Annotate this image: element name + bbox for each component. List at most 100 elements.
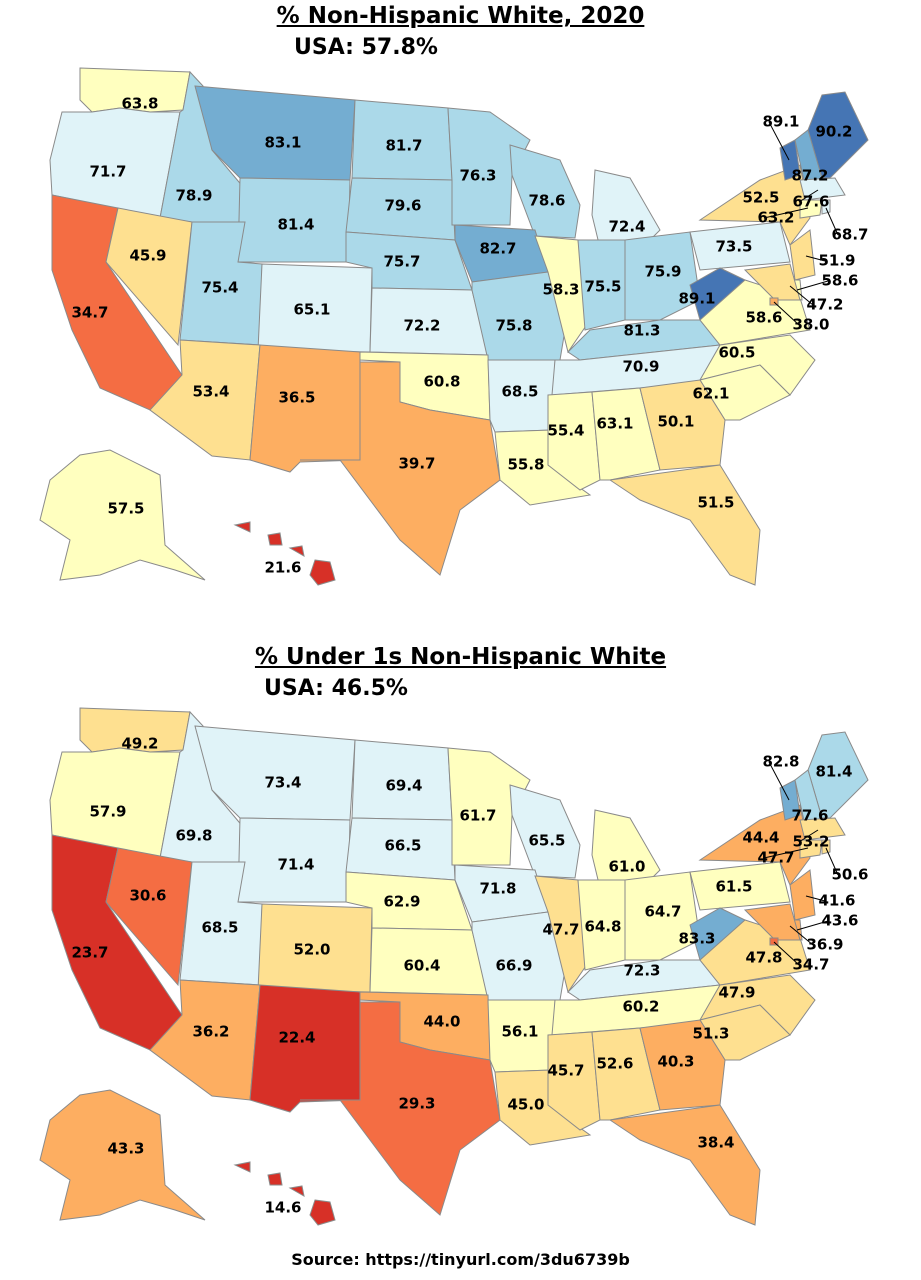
state-value-tx: 29.3 <box>398 1095 435 1113</box>
callout-line-ma <box>798 189 819 203</box>
callout-line-ri <box>825 847 839 876</box>
state-value-me: 81.4 <box>815 763 852 781</box>
state-ak <box>39 1089 206 1221</box>
state-value-ne: 62.9 <box>383 893 420 911</box>
state-value-sc: 62.1 <box>692 385 729 403</box>
callout-line-vt <box>768 121 790 161</box>
source-note: Source: https://tinyurl.com/3du6739b <box>291 1250 630 1269</box>
state-value-mn: 61.7 <box>459 807 496 825</box>
state-value-ri: 50.6 <box>831 866 868 884</box>
callout-line-vt <box>768 761 790 801</box>
state-value-wi: 65.5 <box>528 832 565 850</box>
state-value-ca: 23.7 <box>71 944 108 962</box>
state-value-tn: 60.2 <box>622 998 659 1016</box>
map-title: % Under 1s Non-Hispanic White <box>254 644 667 670</box>
state-value-wa: 49.2 <box>121 735 158 753</box>
state-value-il: 58.3 <box>542 281 579 299</box>
state-value-la: 55.8 <box>507 456 544 474</box>
choropleth-map: 63.8 71.7 78.9 83.1 81.4 81.7 79.6 75.7 76.3 78.6… <box>39 67 869 586</box>
state-value-il: 47.7 <box>542 921 579 939</box>
state-value-vt: 82.8 <box>762 753 799 771</box>
state-nm <box>249 984 361 1113</box>
state-value-mt: 83.1 <box>264 134 301 152</box>
state-vt <box>779 779 801 821</box>
state-value-ky: 81.3 <box>623 322 660 340</box>
state-al <box>591 387 661 481</box>
state-value-mi: 72.4 <box>608 218 645 236</box>
state-value-ms: 45.7 <box>547 1062 584 1080</box>
choropleth-map: 49.2 57.9 69.8 73.4 71.4 69.4 66.5 62.9 61.7 65.5… <box>39 707 869 1226</box>
state-value-ms: 55.4 <box>547 422 584 440</box>
state-oh <box>624 231 701 321</box>
state-value-fl: 51.5 <box>697 494 734 512</box>
state-ga <box>639 1019 726 1111</box>
state-value-de: 58.6 <box>821 272 858 290</box>
state-value-ca: 34.7 <box>71 304 108 322</box>
state-value-va: 47.8 <box>745 949 782 967</box>
state-value-oh: 75.9 <box>644 263 681 281</box>
state-value-ok: 44.0 <box>423 1013 460 1031</box>
state-value-al: 63.1 <box>596 415 633 433</box>
state-il <box>534 235 591 354</box>
state-nm <box>249 344 361 473</box>
state-value-mt: 73.4 <box>264 774 301 792</box>
state-wi <box>509 144 581 239</box>
state-al <box>591 1027 661 1121</box>
state-ri <box>821 199 831 215</box>
callout-line-ct <box>763 847 809 859</box>
state-value-id: 69.8 <box>175 827 212 845</box>
state-value-md: 47.2 <box>806 296 843 314</box>
state-value-al: 52.6 <box>596 1055 633 1073</box>
state-value-nv: 45.9 <box>129 247 166 265</box>
state-value-tx: 39.7 <box>398 455 435 473</box>
state-pa <box>689 221 791 271</box>
state-value-mn: 76.3 <box>459 167 496 185</box>
state-tx <box>300 361 501 576</box>
state-fl <box>608 1104 761 1226</box>
state-value-md: 36.9 <box>806 936 843 954</box>
state-nj <box>789 229 816 281</box>
state-value-wa: 63.8 <box>121 95 158 113</box>
state-value-nj: 41.6 <box>818 892 855 910</box>
state-nh <box>794 129 823 186</box>
state-value-nh: 87.2 <box>791 167 828 185</box>
state-value-ia: 82.7 <box>479 240 516 258</box>
state-value-ct: 63.2 <box>757 209 794 227</box>
state-value-wi: 78.6 <box>528 192 565 210</box>
state-value-me: 90.2 <box>815 123 852 141</box>
state-md <box>743 263 801 301</box>
state-ga <box>639 379 726 471</box>
callout-line-md <box>789 285 814 306</box>
state-value-ut: 75.4 <box>201 279 238 297</box>
state-ct <box>799 839 823 859</box>
state-value-or: 71.7 <box>89 163 126 181</box>
state-ms <box>547 391 601 491</box>
state-value-nv: 30.6 <box>129 887 166 905</box>
state-value-ar: 68.5 <box>501 383 538 401</box>
state-value-in: 64.8 <box>584 918 621 936</box>
state-ny <box>698 804 811 886</box>
state-value-ny: 44.4 <box>742 829 779 847</box>
state-nv <box>105 207 193 347</box>
state-value-dc: 34.7 <box>792 956 829 974</box>
state-value-de: 43.6 <box>821 912 858 930</box>
usa-total-label: USA: 57.8% <box>294 35 438 60</box>
state-value-ia: 71.8 <box>479 880 516 898</box>
state-ct <box>799 199 823 219</box>
state-value-pa: 61.5 <box>715 878 752 896</box>
state-ms <box>547 1031 601 1131</box>
state-value-in: 75.5 <box>584 278 621 296</box>
state-tx <box>300 1001 501 1216</box>
state-value-ut: 68.5 <box>201 919 238 937</box>
state-nh <box>794 769 823 826</box>
state-value-nd: 69.4 <box>385 777 422 795</box>
state-value-sd: 79.6 <box>384 197 421 215</box>
callout-line-ct <box>763 207 809 219</box>
state-value-az: 36.2 <box>192 1023 229 1041</box>
state-value-ne: 75.7 <box>383 253 420 271</box>
state-value-co: 52.0 <box>293 941 330 959</box>
state-md <box>743 903 801 941</box>
callout-line-md <box>789 925 814 946</box>
state-ny <box>698 164 811 246</box>
map-panel-under1: 49.2 57.9 69.8 73.4 71.4 69.4 66.5 62.9 61.7 65.5… <box>0 640 921 1245</box>
